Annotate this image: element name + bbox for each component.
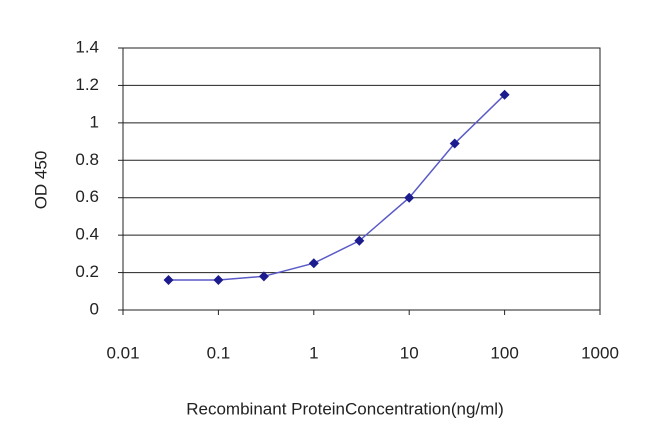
x-tick-label: 1000 xyxy=(581,343,619,362)
data-point xyxy=(163,275,174,286)
y-tick-label: 0.6 xyxy=(75,187,99,206)
y-tick-label: 0 xyxy=(90,299,99,318)
data-point xyxy=(449,138,460,149)
y-tick-label: 0.4 xyxy=(75,225,99,244)
x-tick-label: 100 xyxy=(490,343,518,362)
x-tick-label: 0.01 xyxy=(106,343,139,362)
data-point xyxy=(213,275,224,286)
y-axis-label: OD 450 xyxy=(31,151,50,210)
data-point xyxy=(404,192,415,203)
y-tick-label: 1 xyxy=(90,112,99,131)
data-point xyxy=(308,258,319,269)
x-tick-label: 10 xyxy=(400,343,419,362)
x-axis-label: Recombinant ProteinConcentration(ng/ml) xyxy=(186,399,504,418)
plot-area xyxy=(122,47,601,311)
data-point xyxy=(499,89,510,100)
x-tick-label: 0.1 xyxy=(207,343,231,362)
y-tick-label: 1.4 xyxy=(75,37,99,56)
y-tick-label: 0.2 xyxy=(75,262,99,281)
y-tick-label: 0.8 xyxy=(75,150,99,169)
x-tick-label: 1 xyxy=(309,343,318,362)
y-tick-label: 1.2 xyxy=(75,75,99,94)
data-point xyxy=(354,235,365,246)
data-line xyxy=(168,94,506,281)
data-point xyxy=(258,271,269,282)
